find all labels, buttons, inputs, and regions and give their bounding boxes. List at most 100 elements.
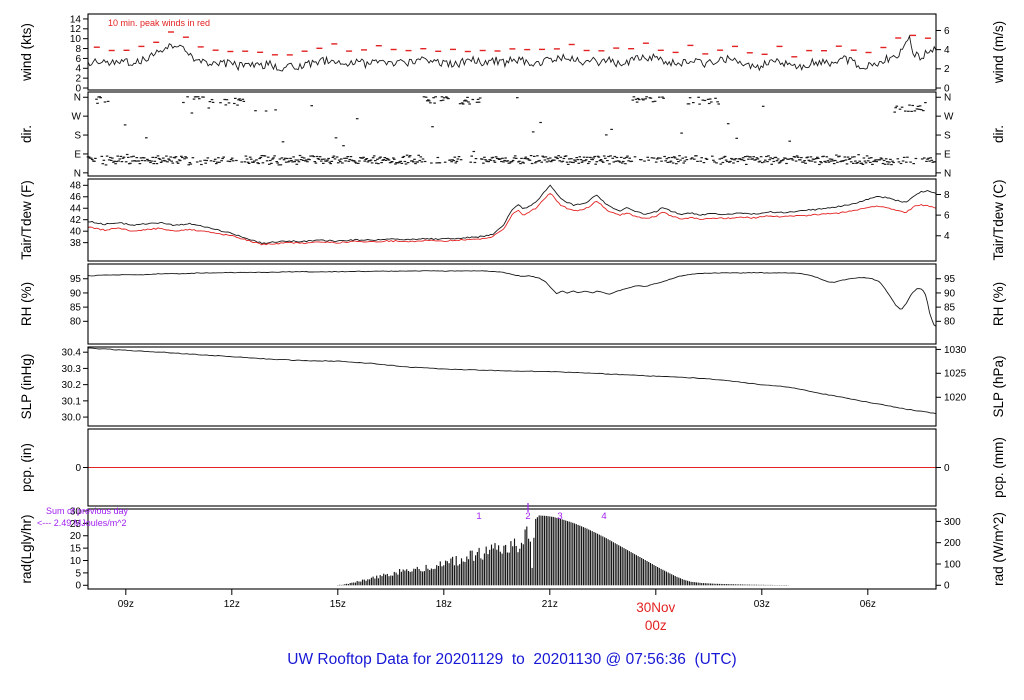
figure-title: UW Rooftop Data for 20201129 to 20201130… [287,651,736,668]
ytick-label: E [944,149,951,160]
ytick-label: 46 [70,192,82,203]
y-axis-right-temp: 4 6 8 [936,190,950,242]
ytick-label: 44 [70,204,82,215]
annotation-text: Sum of previous day [46,506,129,516]
ytick-label: 0 [75,463,81,474]
ytick-label: 30.3 [62,364,82,375]
axis-title-right-wind: wind (m/s) [991,21,1006,84]
xtick-label: 06z [860,599,876,610]
axis-title-right-pcp: pcp. (mm) [991,437,1006,498]
ytick-label: 200 [944,538,961,549]
ytick-label: 48 [70,181,82,192]
y-axis-right-slp: 1020 1025 1030 [936,345,967,404]
panel-frame-wind [87,13,937,91]
ytick-label: 42 [70,215,82,226]
ytick-label: N [74,168,81,179]
ytick-label: 0 [944,83,950,94]
ytick-label: 100 [944,559,961,570]
axis-title-left-slp: SLP (inHg) [19,354,34,420]
ytick-label: 1020 [944,393,967,404]
ytick-label: 5 [75,568,81,579]
ytick-label: 8 [75,44,81,55]
ytick-label: 95 [70,274,82,285]
panel-frame-temp [87,178,937,262]
ytick-label: 0 [944,581,950,592]
ytick-label: 6 [75,54,81,65]
ytick-label: 1025 [944,369,967,380]
axis-title-left-wind: wind (kts) [19,23,34,82]
ytick-label: 300 [944,517,961,528]
ytick-label: 25 [70,519,82,530]
ytick-label: N [74,93,81,104]
ytick-label: 90 [944,288,956,299]
xtick-label: 21z [542,599,558,610]
panel-frame-rh [87,263,937,345]
axis-title-left-rh: RH (%) [19,282,34,326]
annotation-text: 10 min. peak winds in red [108,18,210,28]
ytick-label: S [944,130,951,141]
series-wind-direction [86,96,937,166]
xtick-label: 12z [224,599,240,610]
ytick-label: 20 [70,531,82,542]
ytick-label: W [944,112,954,123]
ytick-label: 38 [70,238,82,249]
series-relative-humidity [87,270,937,327]
ytick-label: 4 [75,64,81,75]
ytick-label: N [944,93,951,104]
y-axis-right-rh: 80 85 90 95 [936,274,956,328]
ytick-label: 30.2 [62,380,82,391]
xtick-label-date: 30Nov [636,600,675,615]
xtick-label-hour: 00z [645,618,667,633]
ytick-label: S [74,130,81,141]
series-wind-speed [87,34,937,72]
y-axis-right-rad: 0 100 200 300 [936,517,961,592]
ytick-label: 2 [75,74,81,85]
ytick-label: 14 [70,14,82,25]
axis-title-left-pcp: pcp. (in) [19,443,34,492]
panel-slp: 30.0 30.1 30.2 30.3 30.4 1020 1025 1030 SLP (inH… [19,345,1006,427]
annotation-text: 4 [601,511,606,522]
xtick-label: 15z [330,599,346,610]
panel-pcp: 0 0 pcp. (in) pcp. (mm) [19,428,1006,507]
ytick-label: 8 [944,190,950,201]
ytick-label: 4 [944,231,950,242]
axis-title-right-rh: RH (%) [991,282,1006,326]
ytick-label: 30 [70,506,82,517]
axis-title-left-dir: dir. [19,125,34,143]
y-axis-left-rh: 80 85 90 95 [70,274,88,328]
y-axis-left-slp: 30.0 30.1 30.2 30.3 30.4 [62,348,88,423]
ytick-label: 85 [70,303,82,314]
series-solar-radiation [337,515,789,586]
ytick-label: 10 [70,556,82,567]
ytick-label: W [72,112,82,123]
axis-title-left-temp: Tair/Tdew (F) [19,180,34,260]
ytick-label: 4 [944,45,950,56]
ytick-label: E [74,149,81,160]
series-tdew [87,192,937,246]
ytick-label: 0 [75,83,81,94]
ytick-label: 0 [75,581,81,592]
axis-title-right-slp: SLP (hPa) [991,355,1006,417]
y-axis-right-pcp: 0 [936,463,950,474]
x-axis: 09z 12z 15z 18z 21z 30Nov 00z 03z 06z [118,589,876,633]
axis-title-right-temp: Tair/Tdew (C) [991,179,1006,260]
ytick-label: 6 [944,211,950,222]
y-axis-right-wind: 0 2 4 6 [936,26,950,94]
annotation-text: 3 [557,511,562,522]
ytick-label: 1030 [944,345,967,356]
ytick-label: 80 [70,317,82,328]
series-sea-level-pressure [88,347,937,415]
ytick-label: 40 [70,227,82,238]
ytick-label: 95 [944,274,956,285]
series-tair [88,184,937,244]
